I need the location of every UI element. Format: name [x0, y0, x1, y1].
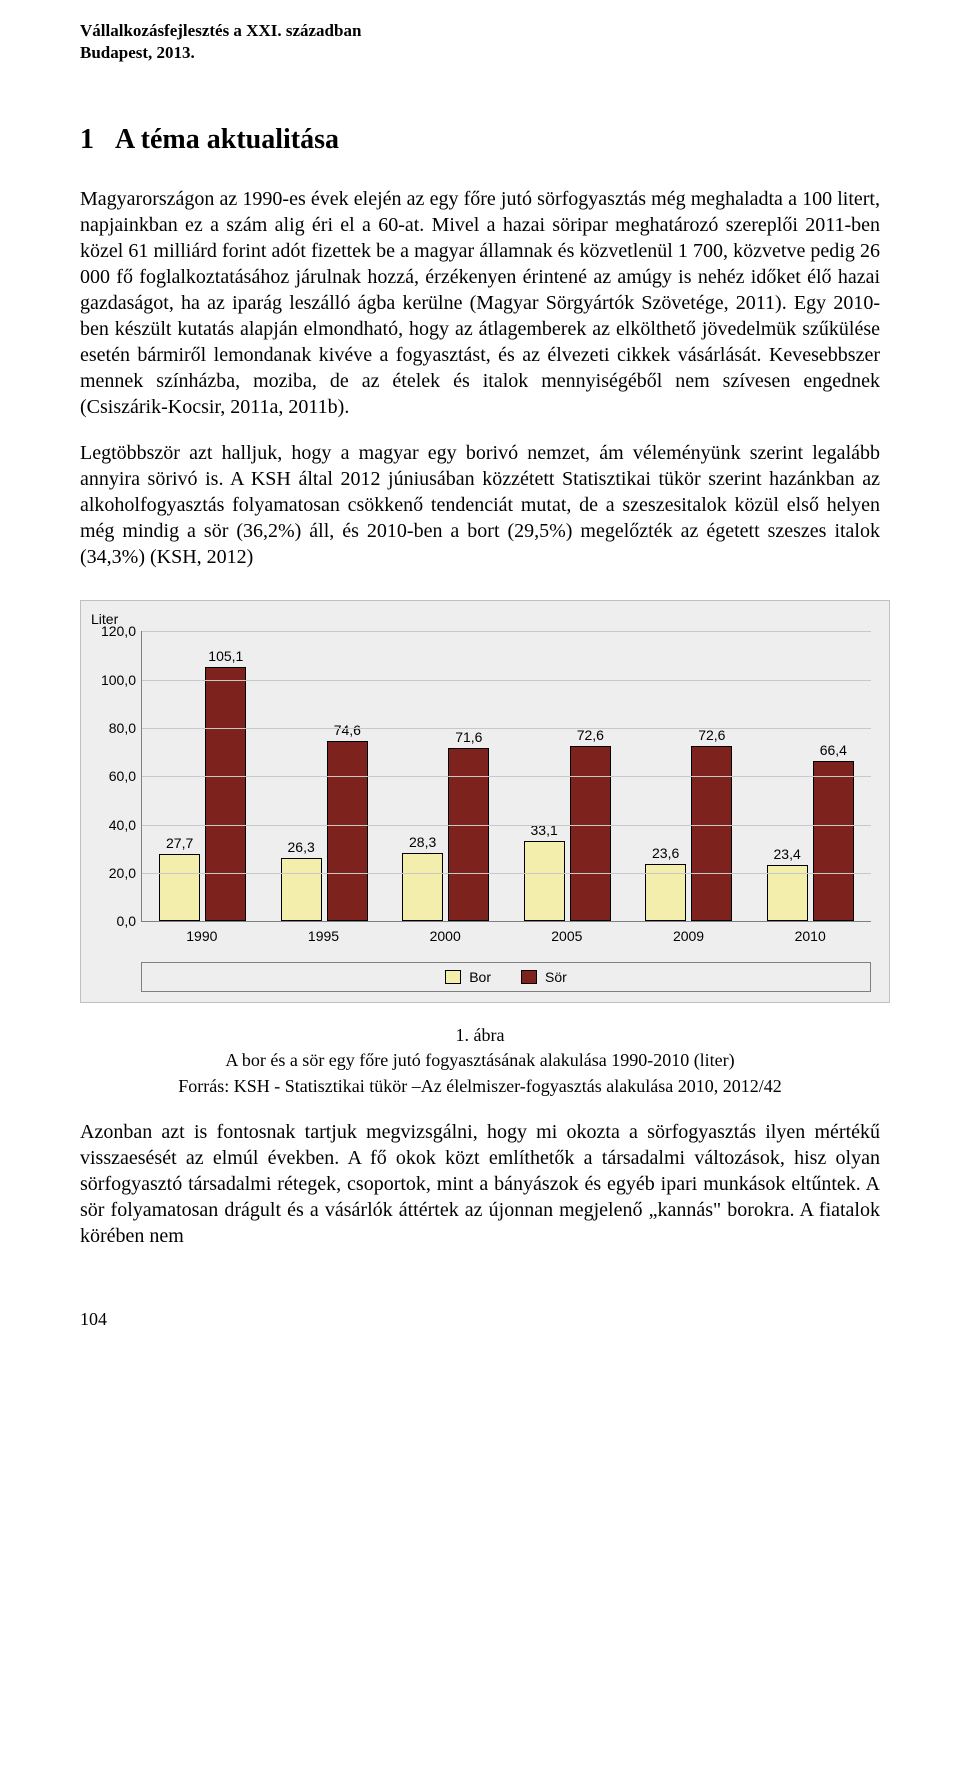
chart-bar-sor: 72,6 [570, 746, 611, 921]
header-line2: Budapest, 2013. [80, 42, 880, 64]
chart-legend: Bor Sör [141, 962, 871, 992]
legend-label-sor: Sör [545, 969, 567, 985]
chart-x-label: 2009 [628, 922, 750, 944]
paragraph-2: Legtöbbször azt halljuk, hogy a magyar e… [80, 440, 880, 570]
chart-x-labels: 199019952000200520092010 [141, 922, 871, 944]
chart-x-label: 2005 [506, 922, 628, 944]
figure-caption-line3: Forrás: KSH - Statisztikai tükör –Az éle… [80, 1074, 880, 1099]
chart-gridline [142, 776, 871, 777]
chart-plot-area: 27,7105,126,374,628,371,633,172,623,672,… [141, 631, 871, 922]
chart-bar-value-label: 23,6 [652, 845, 679, 861]
chart-gridline [142, 728, 871, 729]
chart-bar-value-label: 74,6 [334, 722, 361, 738]
legend-item-sor: Sör [521, 969, 567, 985]
chart-bar-sor: 74,6 [327, 741, 368, 921]
chart-bar-bor: 26,3 [281, 858, 322, 922]
chart-y-tick: 40,0 [109, 817, 136, 833]
paragraph-1: Magyarországon az 1990-es évek elején az… [80, 186, 880, 420]
chart-y-tick: 80,0 [109, 720, 136, 736]
legend-item-bor: Bor [445, 969, 491, 985]
chart-y-tick: 100,0 [101, 672, 136, 688]
figure-caption-line1: 1. ábra [80, 1023, 880, 1048]
legend-swatch-bor [445, 970, 461, 984]
chart-bar-value-label: 66,4 [820, 742, 847, 758]
chart-bar-bor: 33,1 [524, 841, 565, 921]
chart-bar-bor: 27,7 [159, 854, 200, 921]
chart-x-label: 2010 [749, 922, 871, 944]
figure-caption: 1. ábra A bor és a sör egy főre jutó fog… [80, 1023, 880, 1099]
chart-bar-sor: 66,4 [813, 761, 854, 921]
chart-box: Liter 27,7105,126,374,628,371,633,172,62… [80, 600, 890, 1003]
header-line1: Vállalkozásfejlesztés a XXI. században [80, 20, 880, 42]
chart-y-axis-label: Liter [91, 611, 871, 627]
chart-gridline [142, 631, 871, 632]
chart-x-label: 1995 [263, 922, 385, 944]
chart-gridline [142, 825, 871, 826]
chart-bar-value-label: 72,6 [698, 727, 725, 743]
chart-x-label: 1990 [141, 922, 263, 944]
figure: Liter 27,7105,126,374,628,371,633,172,62… [80, 600, 880, 1099]
chart-y-tick: 0,0 [117, 913, 136, 929]
chart-y-tick: 20,0 [109, 865, 136, 881]
chart-y-tick: 120,0 [101, 623, 136, 639]
chart-bar-value-label: 28,3 [409, 834, 436, 850]
chart-bar-sor: 71,6 [448, 748, 489, 921]
section-title: A téma aktualitása [115, 124, 339, 155]
figure-caption-line2: A bor és a sör egy főre jutó fogyasztásá… [80, 1048, 880, 1073]
running-header: Vállalkozásfejlesztés a XXI. században B… [80, 20, 880, 64]
chart-bar-sor: 72,6 [691, 746, 732, 921]
section-number: 1 [80, 124, 94, 155]
legend-label-bor: Bor [469, 969, 491, 985]
paragraph-3: Azonban azt is fontosnak tartjuk megvizs… [80, 1119, 880, 1249]
chart-y-tick: 60,0 [109, 768, 136, 784]
chart-bar-bor: 28,3 [402, 853, 443, 921]
legend-swatch-sor [521, 970, 537, 984]
section-heading: 1 A téma aktualitása [80, 124, 880, 156]
chart-bar-value-label: 72,6 [577, 727, 604, 743]
page-number: 104 [80, 1309, 880, 1330]
chart-bar-value-label: 26,3 [288, 839, 315, 855]
chart-gridline [142, 873, 871, 874]
chart-bar-value-label: 27,7 [166, 835, 193, 851]
chart-bar-sor: 105,1 [205, 667, 246, 921]
chart-bar-value-label: 71,6 [455, 729, 482, 745]
chart-x-label: 2000 [384, 922, 506, 944]
chart-bar-value-label: 105,1 [208, 648, 243, 664]
chart-gridline [142, 680, 871, 681]
chart-bar-value-label: 23,4 [774, 846, 801, 862]
